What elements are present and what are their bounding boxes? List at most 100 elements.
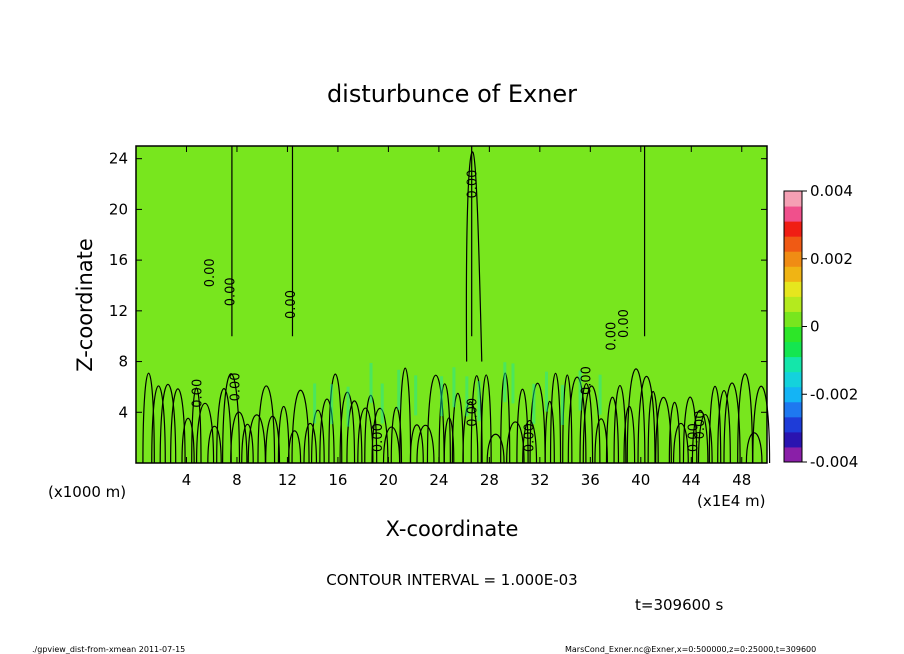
colorbar-segment (784, 326, 802, 343)
contour-line (346, 400, 363, 464)
y-tick-label: 8 (118, 353, 128, 371)
contour-line (549, 372, 562, 464)
contour-label: 0.00 (223, 277, 238, 306)
y-tick-label: 12 (109, 302, 128, 320)
colorbar: 0.004 0.002 0 -0.002 -0.004 (783, 182, 858, 471)
y-tick-label: 16 (109, 251, 128, 269)
negative-patch (560, 384, 564, 425)
negative-patch (452, 367, 456, 408)
contour-label: 0.00 (687, 423, 702, 452)
contour-line (151, 385, 166, 464)
contour-line (626, 368, 646, 464)
contour-line (371, 408, 389, 464)
contour-line (277, 406, 290, 464)
contour-line (737, 373, 754, 464)
plot-area: 0.000.00 0.000.000.00 0.000.000.000.000.00… (135, 145, 771, 464)
negative-patch (503, 362, 507, 403)
contour-line (409, 424, 424, 464)
contour-line (672, 423, 689, 464)
contour-line (647, 391, 659, 464)
contour-line (717, 390, 731, 464)
y-tick-label: 4 (118, 403, 128, 421)
contour-line (529, 382, 546, 464)
contour-label: 0.00 (617, 309, 632, 338)
contour-line (562, 374, 573, 464)
colorbar-segment (784, 446, 802, 463)
contour-line (516, 388, 529, 464)
footer-variable: MarsCond_Exner.nc@Exner,x=0:500000,z=0:2… (565, 645, 816, 654)
contour-label: 0.00 (523, 423, 538, 452)
colorbar-segment (784, 236, 802, 252)
contour-label: 0.00 (466, 398, 481, 427)
time-label: t=309600 s (635, 596, 723, 614)
colorbar-segment (784, 401, 802, 418)
colorbar-segment (784, 386, 802, 403)
contour-line (500, 372, 511, 464)
contour-label: 0.00 (605, 322, 620, 351)
contour-line (752, 386, 771, 464)
x-unit-label: (x1E4 m) (697, 492, 766, 510)
contour-line (142, 372, 155, 464)
negative-patch (369, 362, 373, 403)
x-tick-label: 44 (682, 471, 701, 489)
negative-patch (511, 363, 515, 404)
y-axis-ticks: 4 8 12 16 20 24 (109, 150, 767, 421)
contour-line (216, 388, 232, 464)
colorbar-tick-label: 0.004 (810, 182, 853, 200)
contour-line (697, 413, 713, 464)
contour-label: 0.00 (284, 290, 299, 319)
contour-line (567, 376, 587, 464)
colorbar-segment (784, 341, 802, 358)
colorbar-tick-label: -0.002 (810, 385, 858, 403)
contour-line (291, 389, 310, 464)
colorbar-segment (784, 431, 802, 448)
x-tick-label: 28 (480, 471, 499, 489)
colorbar-tick-label: 0 (810, 318, 820, 336)
contour-line (451, 393, 464, 464)
x-tick-label: 24 (429, 471, 448, 489)
negative-patch (414, 375, 418, 416)
y-tick-label: 24 (109, 150, 128, 168)
contour-line (191, 387, 202, 464)
contour-line (207, 425, 222, 464)
x-axis-ticks: 4 8 12 16 20 24 28 32 36 40 44 48 (182, 146, 751, 489)
colorbar-segment (784, 266, 802, 282)
contour-interval-note: CONTOUR INTERVAL = 1.000E-03 (326, 571, 577, 589)
contour-line (319, 398, 335, 464)
contour-line (582, 385, 601, 464)
contour-line (416, 425, 435, 464)
field-lower-layer (142, 367, 771, 464)
x-axis-label: X-coordinate (386, 517, 519, 541)
contour-line (691, 410, 709, 464)
contour-line (287, 430, 302, 464)
contour-line (544, 400, 555, 464)
negative-patch (346, 386, 350, 427)
negative-patch (313, 383, 317, 424)
contour-line (522, 419, 538, 464)
contour-line (486, 433, 505, 464)
negative-patch (465, 376, 469, 417)
negative-patch (330, 384, 334, 425)
contour-line (364, 394, 378, 464)
x-tick-label: 20 (379, 471, 398, 489)
contour-line (222, 373, 241, 464)
colorbar-tick-label: -0.004 (810, 453, 858, 471)
colorbar-segment (784, 281, 802, 297)
colorbar-tick-label: 0.002 (810, 250, 853, 268)
negative-patch (532, 383, 536, 424)
x-tick-label: 8 (232, 471, 242, 489)
contour-label: 0.00 (579, 366, 594, 395)
y-axis-label: Z-coordinate (73, 238, 97, 372)
contour-line (637, 375, 656, 464)
contour-line (443, 417, 455, 464)
contour-line (303, 423, 318, 464)
contour-line (605, 396, 620, 464)
negative-patch (545, 371, 549, 412)
contour-line (462, 401, 479, 464)
contour-label: 0.00 (371, 423, 386, 452)
x-tick-label: 16 (328, 471, 347, 489)
colorbar-segment (784, 251, 802, 267)
y-tick-label: 20 (109, 200, 128, 218)
